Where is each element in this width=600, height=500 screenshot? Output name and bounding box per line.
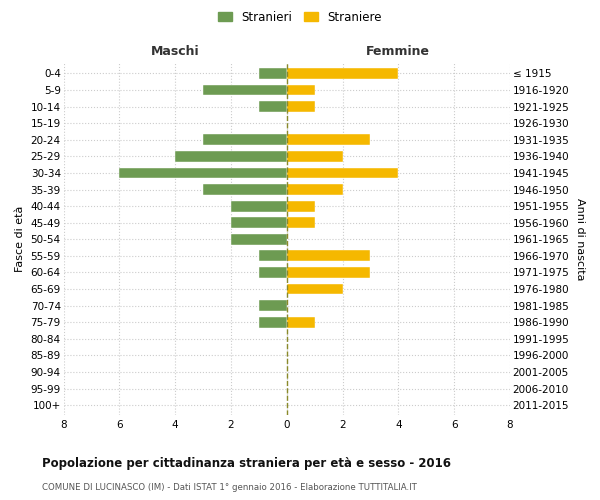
Bar [287,317,314,328]
Text: Femmine: Femmine [367,46,430,59]
Bar [287,184,343,195]
Bar [203,184,287,195]
Bar [259,300,287,311]
Bar [231,200,287,211]
Bar [259,101,287,112]
Y-axis label: Anni di nascita: Anni di nascita [575,198,585,280]
Legend: Stranieri, Straniere: Stranieri, Straniere [213,6,387,28]
Text: Maschi: Maschi [151,46,199,59]
Bar [287,218,314,228]
Text: Popolazione per cittadinanza straniera per età e sesso - 2016: Popolazione per cittadinanza straniera p… [42,458,451,470]
Bar [287,68,398,79]
Bar [287,267,370,278]
Bar [287,151,343,162]
Bar [203,134,287,145]
Bar [287,200,314,211]
Bar [287,134,370,145]
Bar [175,151,287,162]
Bar [287,250,370,262]
Bar [231,234,287,244]
Bar [231,218,287,228]
Bar [287,84,314,96]
Bar [287,168,398,178]
Y-axis label: Fasce di età: Fasce di età [15,206,25,272]
Bar [203,84,287,96]
Bar [259,267,287,278]
Bar [119,168,287,178]
Bar [287,101,314,112]
Bar [259,250,287,262]
Bar [259,68,287,79]
Bar [259,317,287,328]
Bar [287,284,343,294]
Text: COMUNE DI LUCINASCO (IM) - Dati ISTAT 1° gennaio 2016 - Elaborazione TUTTITALIA.: COMUNE DI LUCINASCO (IM) - Dati ISTAT 1°… [42,482,417,492]
